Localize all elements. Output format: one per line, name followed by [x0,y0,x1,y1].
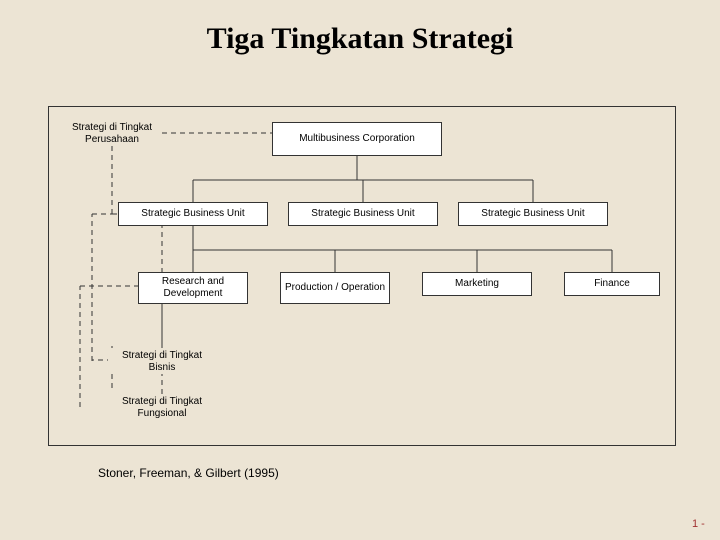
node-func-prod: Production / Operation [280,272,390,304]
node-corporation: Multibusiness Corporation [272,122,442,156]
tag-label: Strategi di Tingkat Fungsional [122,396,202,419]
node-label: Strategic Business Unit [311,208,414,220]
node-func-mkt: Marketing [422,272,532,296]
node-label: Research and Development [141,276,245,300]
node-sbu-1: Strategic Business Unit [118,202,268,226]
node-label: Strategic Business Unit [141,208,244,220]
tag-fungsional: Strategi di Tingkat Fungsional [108,394,216,420]
tag-label: Strategi di Tingkat Bisnis [122,350,202,373]
citation-text: Stoner, Freeman, & Gilbert (1995) [98,466,279,480]
node-sbu-2: Strategic Business Unit [288,202,438,226]
tag-label: Strategi di Tingkat Perusahaan [72,122,152,145]
node-func-fin: Finance [564,272,660,296]
node-label: Multibusiness Corporation [299,133,415,145]
node-sbu-3: Strategic Business Unit [458,202,608,226]
node-label: Marketing [455,278,499,290]
page-title: Tiga Tingkatan Strategi [0,0,720,56]
tag-perusahaan: Strategi di Tingkat Perusahaan [62,120,162,146]
tag-bisnis: Strategi di Tingkat Bisnis [108,348,216,374]
node-func-rnd: Research and Development [138,272,248,304]
node-label: Production / Operation [285,282,385,294]
page-number: 1 - [692,518,705,530]
node-label: Finance [594,278,630,290]
node-label: Strategic Business Unit [481,208,584,220]
